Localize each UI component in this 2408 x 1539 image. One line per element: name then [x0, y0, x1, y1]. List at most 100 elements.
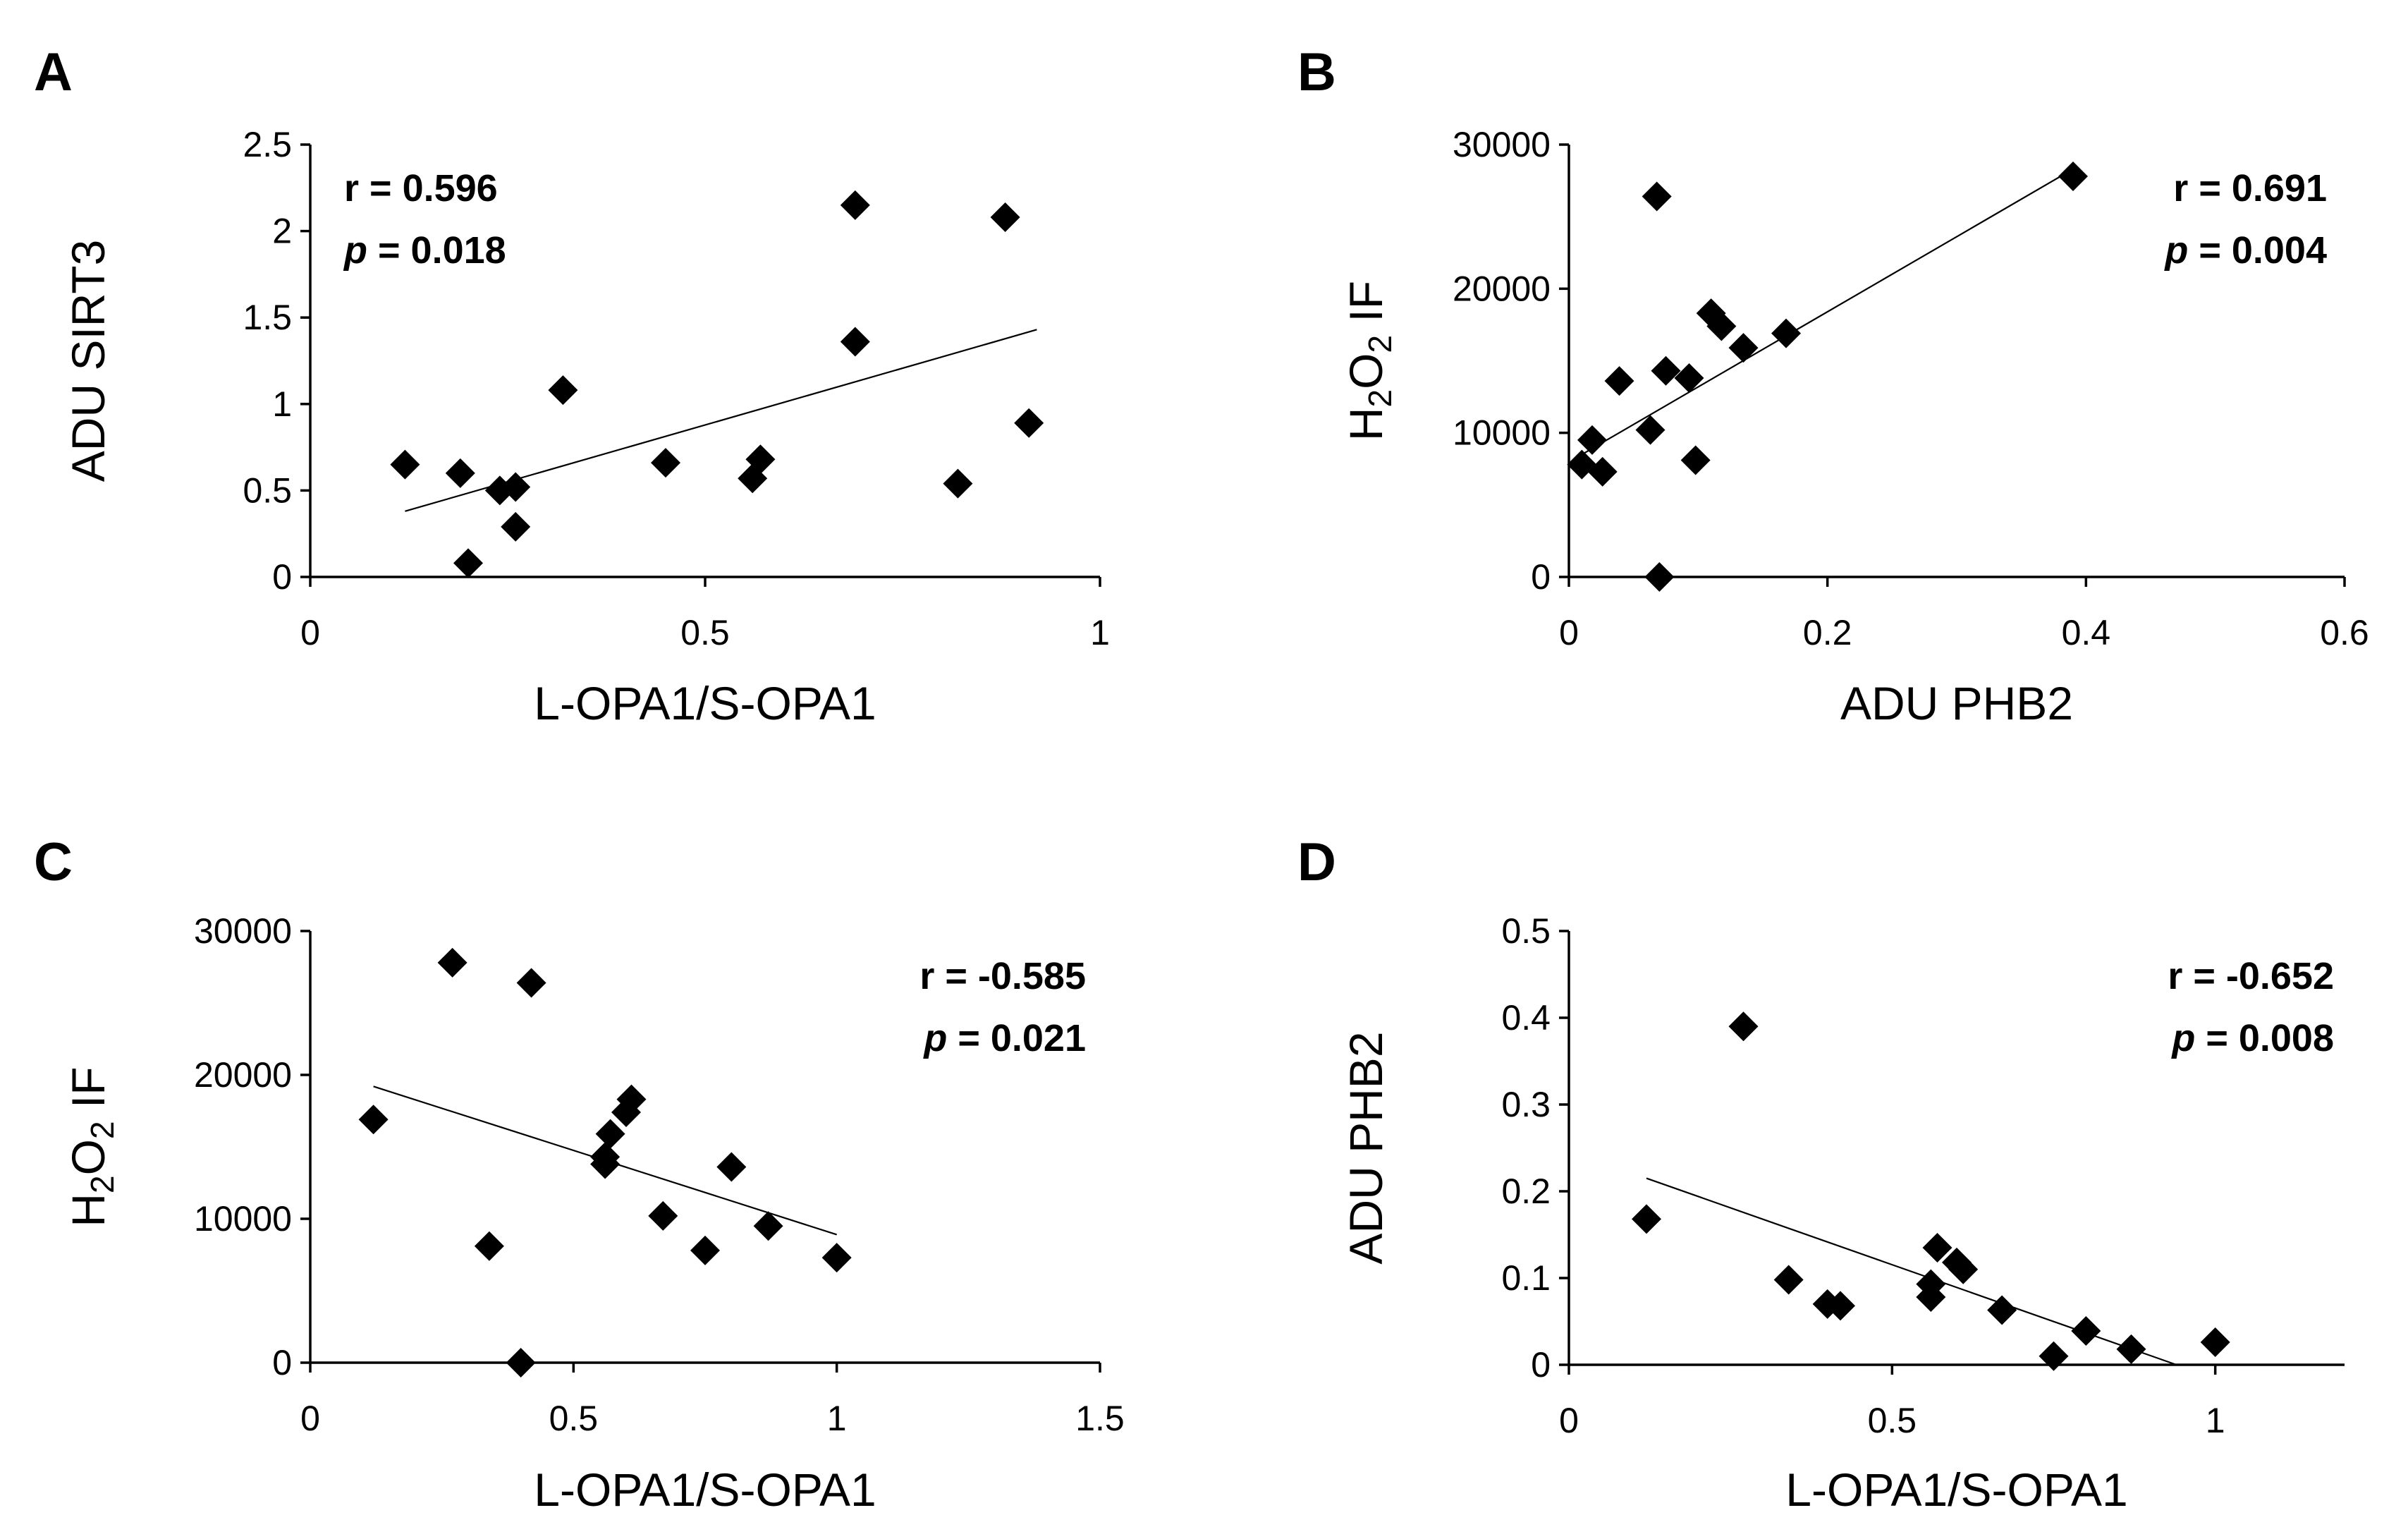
x-axis-label: L-OPA1/S-OPA1 — [1785, 1464, 2127, 1516]
p-number: 0.021 — [991, 1017, 1086, 1059]
panel-d: D 0 0.1 0.2 0.3 0.4 0.5 0 0.5 1 L-OPA1/S-OPA1 ADU P… — [1297, 832, 2345, 1516]
x-tick-label: 0.2 — [1803, 613, 1852, 652]
x-tick-label: 0 — [1559, 1401, 1579, 1440]
x-tick-label: 0.5 — [680, 613, 730, 652]
data-point — [1635, 415, 1666, 445]
y-tick-label: 10000 — [1453, 413, 1551, 453]
data-point — [943, 468, 973, 499]
data-point — [2200, 1327, 2230, 1358]
data-point — [1826, 1291, 1855, 1321]
p-equals: = — [947, 1017, 991, 1059]
data-point — [1728, 333, 1759, 363]
x-axis-label: L-OPA1/S-OPA1 — [534, 677, 876, 729]
data-point — [745, 444, 776, 475]
y-tick-label: 0.5 — [1501, 911, 1551, 951]
r-label: r = — [344, 167, 403, 209]
panel-letter: B — [1297, 42, 1336, 102]
data-point — [1680, 445, 1711, 475]
y-tick-label: 20000 — [194, 1055, 292, 1095]
y-tick-label: 0.5 — [243, 470, 292, 510]
data-point — [651, 448, 680, 478]
panel-b: B 0 10000 20000 30000 0 0.2 0.4 0.6 ADU PHB2 H2O2 … — [1297, 42, 2369, 729]
data-point — [2058, 161, 2088, 191]
r-number: 0.596 — [403, 167, 498, 209]
p-number: 0.004 — [2232, 229, 2327, 272]
y-axis-label-part: IF — [62, 1066, 114, 1121]
data-point — [1916, 1282, 1946, 1313]
y-tick-label: 20000 — [1453, 269, 1551, 308]
y-tick-label: 10000 — [194, 1199, 292, 1239]
r-value: r = 0.691 — [2173, 167, 2327, 209]
y-tick-label: 0.4 — [1501, 998, 1551, 1038]
y-axis-label-subscript: 2 — [84, 1175, 121, 1193]
panel-a: A 0 0.5 1 1.5 2 2.5 0 0.5 1 L-OPA1/S-OPA1 ADU SIRT3… — [34, 42, 1110, 729]
data-point — [840, 190, 870, 220]
y-tick-label: 1.5 — [243, 298, 292, 337]
data-point — [1728, 1011, 1759, 1042]
y-axis-label: H2O2 IF — [1340, 281, 1398, 441]
p-label: p — [922, 1017, 947, 1059]
data-point — [506, 1348, 536, 1377]
x-axis-label: L-OPA1/S-OPA1 — [534, 1464, 876, 1516]
data-point — [1644, 562, 1675, 592]
data-point — [474, 1231, 504, 1261]
data-point — [753, 1211, 783, 1241]
data-point — [1948, 1254, 1979, 1284]
data-point — [1922, 1232, 1952, 1263]
data-point — [390, 449, 420, 480]
p-value: p = 0.018 — [343, 229, 506, 272]
p-label: p — [2170, 1017, 2195, 1059]
y-axis-label-subscript: 2 — [1362, 389, 1398, 408]
panel-letter: A — [34, 42, 73, 102]
y-axis-label: ADU SIRT3 — [62, 240, 114, 482]
data-point — [1771, 318, 1801, 348]
data-point — [1587, 456, 1618, 487]
data-point — [1642, 181, 1672, 212]
p-label: p — [2163, 229, 2188, 272]
y-tick-label: 0.1 — [1501, 1258, 1551, 1298]
data-point — [716, 1152, 747, 1182]
r-number: -0.585 — [978, 955, 1086, 997]
x-tick-label: 1.5 — [1075, 1399, 1125, 1438]
y-tick-label: 1 — [272, 384, 292, 424]
data-point — [1577, 425, 1607, 455]
x-tick-label: 0.5 — [1868, 1401, 1917, 1440]
trend-line — [1646, 1177, 2177, 1366]
data-point — [1674, 363, 1704, 394]
data-point — [437, 947, 467, 978]
p-equals: = — [2188, 229, 2232, 272]
data-point — [501, 472, 531, 502]
r-value: r = 0.596 — [344, 167, 498, 209]
r-number: 0.691 — [2232, 167, 2327, 209]
x-tick-label: 1 — [1090, 613, 1110, 652]
data-point — [690, 1235, 720, 1265]
r-number: -0.652 — [2226, 955, 2334, 997]
y-axis-label-part: H — [62, 1193, 114, 1227]
data-point — [840, 327, 870, 357]
y-tick-label: 2 — [272, 212, 292, 251]
data-point — [2071, 1316, 2101, 1346]
data-point — [648, 1200, 678, 1231]
r-label: r = — [919, 955, 978, 997]
y-tick-label: 0 — [272, 1343, 292, 1382]
data-point — [548, 375, 578, 406]
data-point — [1987, 1295, 2017, 1325]
p-value: p = 0.021 — [922, 1017, 1086, 1059]
r-value: r = -0.652 — [2168, 955, 2334, 997]
y-tick-label: 0 — [1531, 1345, 1551, 1385]
x-axis-label: ADU PHB2 — [1840, 677, 2073, 729]
data-point — [590, 1142, 621, 1172]
x-tick-label: 0.4 — [2062, 613, 2111, 652]
data-point — [1706, 311, 1737, 341]
y-tick-label: 2.5 — [243, 125, 292, 164]
data-point — [1014, 408, 1044, 438]
data-point — [2039, 1341, 2069, 1371]
data-point — [821, 1243, 852, 1273]
p-value: p = 0.004 — [2163, 229, 2327, 272]
x-tick-label: 1 — [827, 1399, 847, 1438]
y-tick-label: 0 — [1531, 557, 1551, 597]
data-point — [1773, 1265, 1804, 1295]
p-value: p = 0.008 — [2170, 1017, 2334, 1059]
p-number: 0.008 — [2239, 1017, 2334, 1059]
